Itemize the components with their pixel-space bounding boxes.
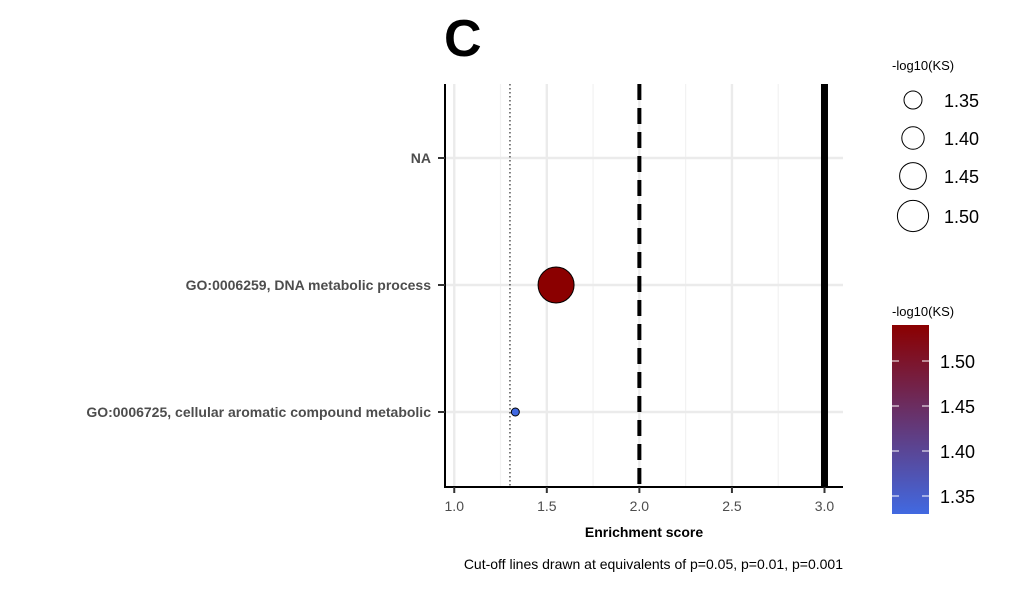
x-axis-title: Enrichment score bbox=[585, 524, 703, 540]
size-legend-label: 1.40 bbox=[944, 129, 979, 149]
x-tick-label: 1.5 bbox=[537, 498, 557, 514]
cutoff-lines bbox=[509, 84, 828, 487]
size-legend-key bbox=[896, 199, 930, 233]
size-legend-label: 1.45 bbox=[944, 167, 979, 187]
color-legend-label: 1.50 bbox=[940, 352, 975, 372]
color-legend-label: 1.45 bbox=[940, 397, 975, 417]
point bbox=[510, 407, 520, 417]
color-legend-label: 1.40 bbox=[940, 442, 975, 462]
plot-area: NA GO:0006259, DNA metabolic process GO:00… bbox=[86, 84, 843, 514]
x-tick-label: 2.5 bbox=[722, 498, 742, 514]
point bbox=[537, 266, 575, 304]
color-legend: -log10(KS) 1.35 1.40 1.45 1.50 bbox=[892, 304, 975, 514]
x-axis-ticks: 1.0 1.5 2.0 2.5 3.0 bbox=[445, 487, 835, 514]
colorbar bbox=[892, 325, 929, 514]
size-legend-label: 1.50 bbox=[944, 207, 979, 227]
caption: Cut-off lines drawn at equivalents of p=… bbox=[464, 556, 843, 572]
panel-label: C bbox=[444, 10, 482, 68]
size-legend-label: 1.35 bbox=[944, 91, 979, 111]
size-legend-key bbox=[901, 126, 925, 150]
size-legend-key bbox=[903, 90, 923, 110]
color-legend-label: 1.35 bbox=[940, 487, 975, 507]
y-axis-ticks: NA GO:0006259, DNA metabolic process GO:00… bbox=[86, 150, 445, 420]
color-legend-title: -log10(KS) bbox=[892, 304, 954, 319]
y-tick-label: NA bbox=[411, 150, 431, 166]
y-tick-label: GO:0006259, DNA metabolic process bbox=[186, 277, 432, 293]
y-tick-label: GO:0006725, cellular aromatic compound m… bbox=[86, 404, 431, 420]
points bbox=[510, 266, 575, 417]
x-tick-label: 2.0 bbox=[630, 498, 650, 514]
size-legend-key bbox=[899, 162, 927, 190]
x-tick-label: 3.0 bbox=[815, 498, 835, 514]
x-tick-label: 1.0 bbox=[445, 498, 465, 514]
size-legend-title: -log10(KS) bbox=[892, 58, 954, 73]
size-legend: -log10(KS) 1.35 1.40 1.45 1.50 bbox=[892, 58, 979, 233]
